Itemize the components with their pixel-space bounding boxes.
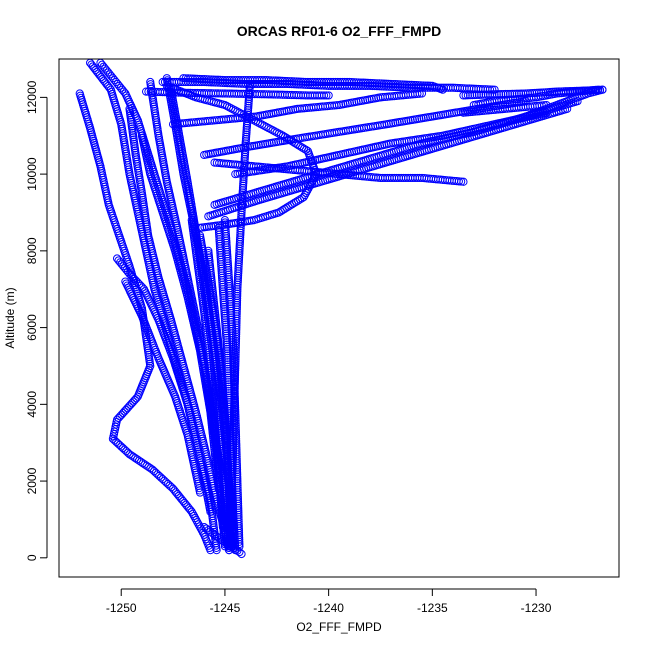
y-tick-label: 2000 (25, 467, 39, 494)
data-point (212, 546, 221, 555)
y-axis: 0 2000 4000 6000 8000 10000 12000 (25, 80, 48, 561)
data-point (238, 183, 248, 193)
x-tick-label: -1235 (417, 601, 448, 615)
x-axis: -1250 -1245 -1240 -1235 -1230 (106, 588, 552, 615)
x-axis-label: O2_FFF_FMPD (296, 620, 382, 634)
series-7 (112, 254, 215, 516)
data-point (239, 179, 248, 188)
y-axis-label: Altitude (m) (3, 287, 17, 348)
x-tick-label: -1240 (313, 601, 344, 615)
y-tick-label: 4000 (25, 391, 39, 418)
series-9 (137, 131, 223, 493)
y-tick-label: 0 (25, 554, 39, 561)
data-point (187, 507, 196, 516)
y-tick-label: 10000 (25, 157, 39, 191)
y-tick-label: 8000 (25, 237, 39, 264)
data-point (206, 546, 215, 555)
data-point (239, 181, 248, 190)
series-11 (187, 216, 227, 532)
data-point (195, 488, 205, 497)
y-tick-label: 12000 (25, 80, 39, 114)
data-point (191, 513, 200, 523)
x-tick-label: -1250 (106, 601, 137, 615)
data-point (119, 87, 128, 96)
x-tick-label: -1245 (210, 601, 241, 615)
data-point (240, 163, 249, 173)
chart-title: ORCAS RF01-6 O2_FFF_FMPD (237, 23, 442, 39)
data-points-layer (75, 58, 607, 559)
data-point (188, 509, 197, 518)
series-8 (121, 277, 205, 497)
data-point (240, 152, 249, 161)
data-point (192, 516, 201, 525)
data-point (193, 518, 202, 527)
data-point (206, 507, 215, 516)
x-tick-label: -1230 (521, 601, 552, 615)
data-point (189, 511, 199, 521)
data-point (239, 177, 248, 186)
y-tick-label: 6000 (25, 314, 39, 341)
data-point (239, 174, 248, 184)
